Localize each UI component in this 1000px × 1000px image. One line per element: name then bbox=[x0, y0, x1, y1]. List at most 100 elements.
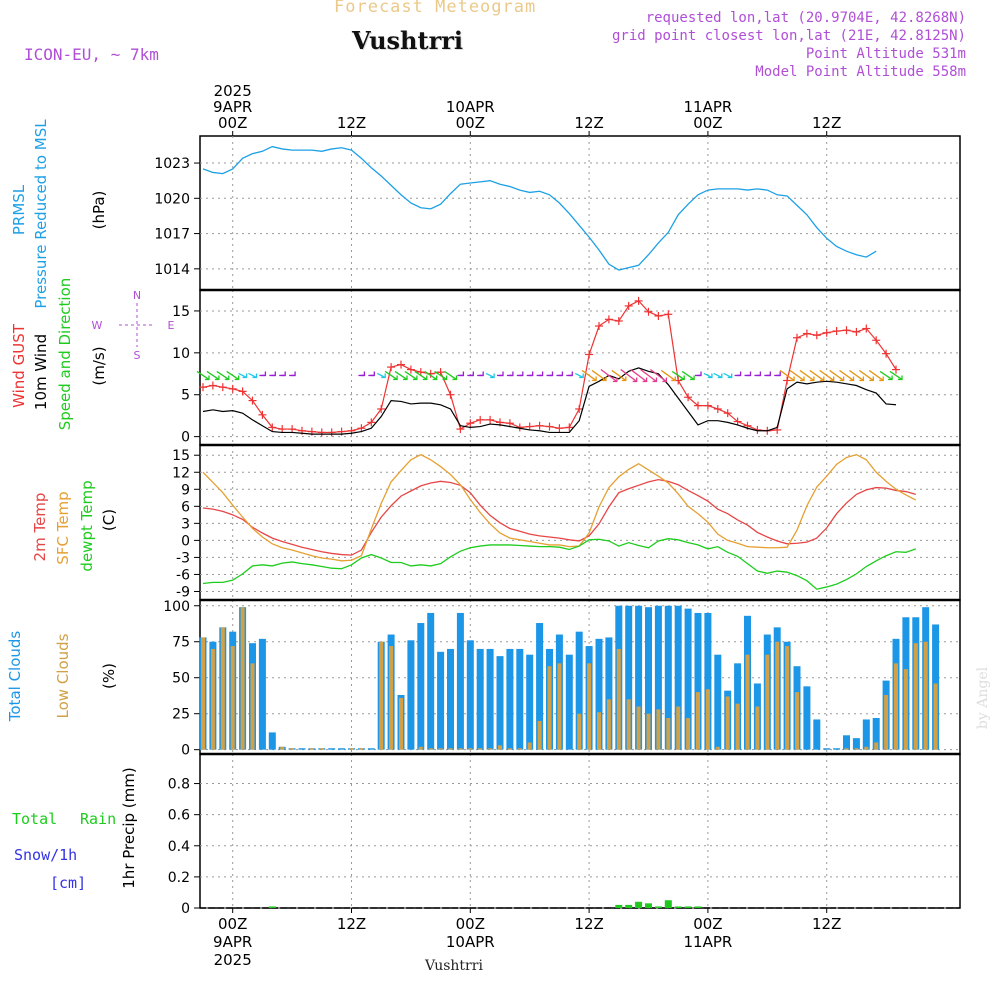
compass-north: N bbox=[133, 289, 141, 302]
bar-total-clouds bbox=[516, 648, 524, 750]
wind-direction-arrowhead bbox=[558, 371, 564, 377]
wind-direction-arrow bbox=[424, 370, 438, 381]
time-tick-bottom: 2025 bbox=[214, 951, 252, 969]
bar-low-clouds bbox=[884, 694, 889, 750]
y-tick-label-temperature: 12 bbox=[172, 465, 190, 481]
wind-direction-arrowhead bbox=[642, 377, 648, 383]
y-tick-label-clouds: 75 bbox=[172, 635, 190, 651]
wind-direction-arrowhead bbox=[800, 376, 805, 382]
wind-direction-arrow bbox=[703, 372, 713, 379]
bar-low-clouds bbox=[626, 699, 631, 750]
panel-frame-precipitation bbox=[199, 753, 961, 909]
bar-low-clouds bbox=[775, 641, 780, 750]
bar-total-clouds bbox=[298, 748, 306, 750]
bar-low-clouds bbox=[616, 648, 621, 750]
bar-low-clouds bbox=[557, 663, 562, 750]
bar-low-clouds bbox=[527, 742, 532, 750]
bar-low-clouds bbox=[517, 748, 522, 750]
bar-low-clouds bbox=[498, 745, 502, 750]
label-ms: (m/s) bbox=[90, 346, 108, 385]
wind-direction-arrow bbox=[713, 372, 723, 379]
model-label: ICON-EU, ~ 7km bbox=[24, 45, 159, 64]
wind-direction-arrow bbox=[485, 372, 495, 379]
bar-total-clouds bbox=[565, 654, 573, 750]
bar-low-clouds bbox=[577, 713, 582, 750]
wind-direction-arrow bbox=[829, 369, 844, 381]
wind-direction-arrow bbox=[650, 368, 667, 382]
wind-direction-arrowhead bbox=[490, 373, 495, 379]
wind-direction-arrow bbox=[404, 370, 418, 381]
wind-direction-arrowhead bbox=[381, 373, 386, 379]
bar-total-rain bbox=[615, 904, 623, 908]
bar-total-clouds bbox=[476, 648, 484, 750]
wind-direction-arrowhead bbox=[459, 371, 465, 377]
wind-direction-arrow bbox=[681, 370, 695, 381]
bar-low-clouds bbox=[359, 748, 364, 750]
bar-total-rain bbox=[645, 903, 652, 908]
y-tick-label-temperature: -6 bbox=[176, 567, 190, 583]
wind-direction-arrow bbox=[600, 368, 618, 382]
bar-low-clouds bbox=[399, 697, 403, 750]
bar-low-clouds bbox=[903, 669, 908, 750]
label-dewpt-temp: dewpt Temp bbox=[78, 480, 96, 571]
model-altitude: Model Point Altitude 558m bbox=[755, 64, 966, 80]
bar-total-clouds bbox=[833, 748, 841, 750]
wind-direction-arrowhead bbox=[849, 376, 855, 382]
wind-direction-arrowhead bbox=[412, 375, 418, 381]
y-tick-label-temperature: -9 bbox=[176, 584, 190, 600]
compass-east: E bbox=[168, 319, 175, 332]
bar-low-clouds bbox=[745, 654, 750, 750]
bar-low-clouds bbox=[844, 748, 849, 750]
bar-total-clouds bbox=[823, 748, 831, 750]
y-tick-label-clouds: 25 bbox=[172, 707, 190, 723]
bar-low-clouds bbox=[250, 663, 255, 750]
wind-direction-arrow bbox=[789, 369, 805, 381]
y-tick-label-temperature: 3 bbox=[181, 516, 190, 532]
wind-direction-arrow bbox=[384, 370, 398, 381]
time-tick-top: 2025 bbox=[214, 82, 252, 100]
wind-direction-arrow bbox=[671, 370, 685, 381]
wind-direction-arrow bbox=[248, 372, 257, 379]
bar-low-clouds bbox=[646, 713, 651, 750]
time-tick-bottom: 00Z bbox=[693, 915, 722, 933]
bar-low-clouds bbox=[854, 748, 859, 750]
series-line-sfc-temp bbox=[202, 453, 917, 562]
wind-direction-arrowhead bbox=[479, 371, 484, 377]
wind-direction-arrowhead bbox=[612, 377, 618, 383]
time-tick-top: 00Z bbox=[456, 114, 485, 132]
wind-direction-arrow bbox=[858, 369, 874, 381]
bar-low-clouds bbox=[458, 748, 463, 750]
bar-total-rain bbox=[635, 901, 643, 908]
bar-total-clouds bbox=[635, 605, 643, 750]
label-hpa: (hPa) bbox=[90, 191, 108, 230]
wind-direction-arrow bbox=[630, 368, 647, 382]
wind-direction-arrowhead bbox=[879, 376, 884, 382]
time-tick-bottom: 10APR bbox=[446, 933, 495, 951]
wind-direction-arrowhead bbox=[360, 371, 366, 377]
wind-direction-arrowhead bbox=[261, 371, 267, 377]
wind-direction-arrowhead bbox=[602, 376, 607, 382]
bar-low-clouds bbox=[478, 748, 483, 750]
panel-frame-temperature bbox=[199, 444, 961, 601]
wind-direction-arrowhead bbox=[291, 371, 296, 377]
bar-low-clouds bbox=[894, 663, 898, 750]
y-tick-label-pressure: 1023 bbox=[154, 156, 190, 172]
bar-total-clouds bbox=[427, 612, 435, 750]
wind-direction-arrowhead bbox=[727, 373, 733, 379]
y-tick-label-temperature: 6 bbox=[181, 499, 190, 515]
bar-low-clouds bbox=[755, 706, 760, 750]
panel-frame-pressure bbox=[199, 135, 961, 291]
bar-low-clouds bbox=[795, 692, 799, 750]
wind-direction-arrow bbox=[849, 369, 864, 381]
bar-low-clouds bbox=[676, 706, 681, 750]
bar-low-clouds bbox=[468, 748, 473, 750]
wind-direction-arrowhead bbox=[717, 373, 723, 379]
wind-direction-arrowhead bbox=[234, 375, 240, 381]
bar-low-clouds bbox=[765, 654, 770, 750]
wind-direction-arrow bbox=[591, 369, 607, 381]
bar-total-clouds bbox=[813, 719, 821, 750]
bar-low-clouds bbox=[933, 683, 938, 750]
y-tick-label-temperature: -3 bbox=[176, 550, 190, 566]
label-pressure-msl: Pressure Reduced to MSL bbox=[32, 119, 50, 309]
